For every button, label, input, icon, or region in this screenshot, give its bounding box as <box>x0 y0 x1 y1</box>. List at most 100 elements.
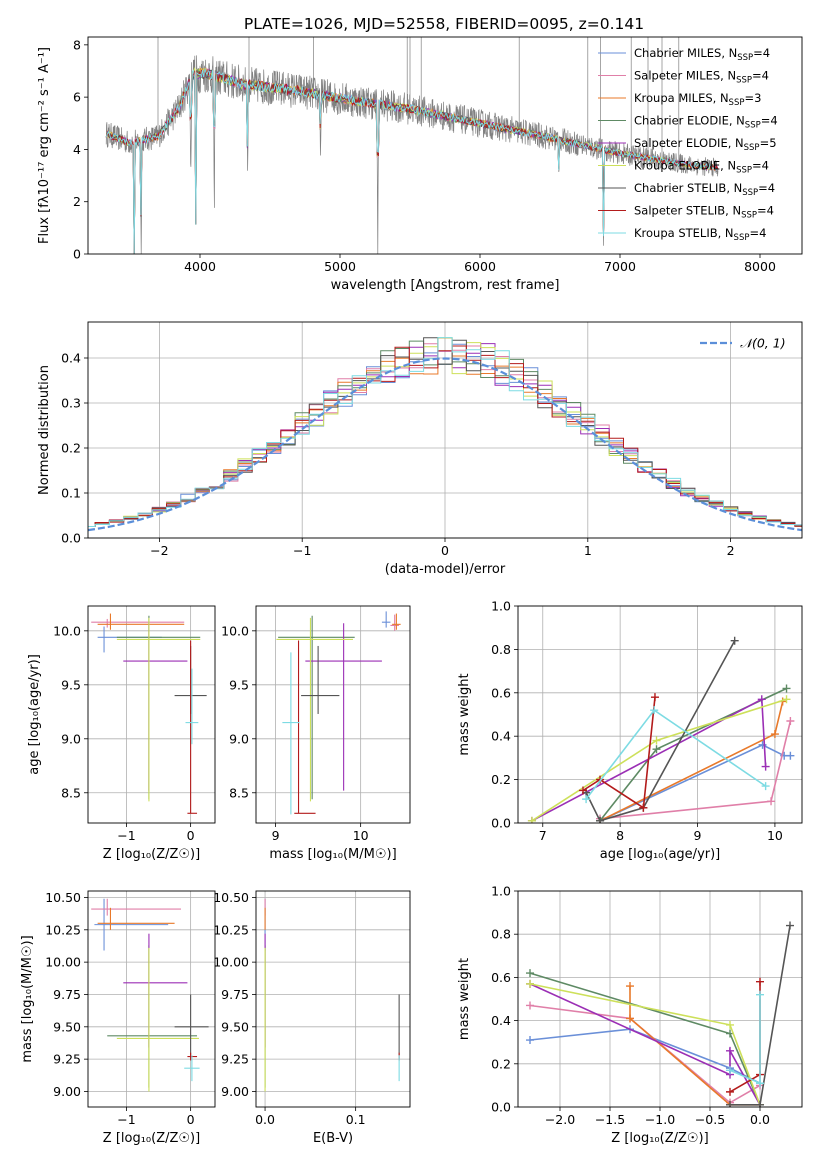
data-point-marker <box>526 1036 534 1045</box>
x-axis-label: Z [log₁₀(Z/Z☉)] <box>103 847 200 862</box>
y-tick-label: 0.4 <box>491 729 511 744</box>
x-tick-label: 0.0 <box>255 1112 275 1127</box>
x-axis-label: Z [log₁₀(Z/Z☉)] <box>103 1131 200 1146</box>
legend: Chabrier MILES, NSSP=4 Salpeter MILES, NS… <box>598 46 778 243</box>
x-tick-label: −0.5 <box>695 1112 725 1127</box>
y-tick-label: 0.2 <box>491 772 511 787</box>
axis-ticks: −1 0 9.00 9.25 9.50 9.75 10.00 10.25 10.50 <box>45 890 194 1127</box>
y-tick-label: 0.8 <box>491 642 511 657</box>
data-point-marker <box>761 782 770 791</box>
data-point-marker <box>582 795 591 804</box>
y-tick-label: 0.2 <box>61 441 81 456</box>
y-tick-label: 10.0 <box>221 623 249 638</box>
data-point-marker <box>639 803 648 812</box>
y-tick-label: 10.25 <box>45 922 81 937</box>
plot-frame <box>87 321 803 539</box>
errorbar-salpeter-miles <box>91 898 182 916</box>
panel-weight-vs-age: 7 8 9 10 0.0 0.2 0.4 0.6 0.8 1.0 age [log₁₀(age/yr… <box>457 599 803 862</box>
y-tick-label: 9.00 <box>221 1084 249 1099</box>
data-point-marker <box>726 1087 734 1096</box>
x-tick-label: 4000 <box>184 259 216 274</box>
errorbar-kroupa-stelib <box>185 668 199 745</box>
errorbar-salpeter-stelib <box>187 640 198 814</box>
data-point-marker <box>526 969 534 978</box>
y-tick-label: 10.25 <box>213 922 249 937</box>
data-point-marker <box>757 695 766 704</box>
data-point-marker <box>726 1020 734 1029</box>
y-tick-label: 0.8 <box>491 927 511 942</box>
y-tick-label: 9.75 <box>221 987 249 1002</box>
y-tick-label: 1.0 <box>491 884 511 899</box>
histogram-chabrier-stelib <box>88 337 802 527</box>
y-tick-label: 1.0 <box>491 599 511 614</box>
plot-frame <box>87 890 216 1108</box>
plot-content <box>91 898 209 1092</box>
errorbar-kroupa-elodie <box>276 617 353 802</box>
x-tick-label: 9 <box>694 828 702 843</box>
x-axis-label: (data-model)/error <box>385 562 506 577</box>
errorbar-salpeter-miles <box>91 618 185 628</box>
data-point-marker <box>761 762 770 771</box>
y-tick-label: 10.50 <box>213 890 249 905</box>
errorbar-kroupa-miles <box>97 613 185 630</box>
x-tick-label: 9 <box>272 828 280 843</box>
plot-frame <box>87 36 803 255</box>
errorbar-chabrier-miles <box>94 898 169 951</box>
errorbar-kroupa-miles <box>392 613 401 630</box>
plot-content <box>276 611 401 815</box>
legend-label-salpeter-elodie: Salpeter ELODIE, NSSP=5 <box>634 136 777 153</box>
y-tick-label: 10.0 <box>53 623 81 638</box>
data-point-marker <box>756 990 764 999</box>
plot-content <box>105 37 719 254</box>
data-point-marker <box>756 977 764 986</box>
y-tick-label: 0 <box>73 247 81 262</box>
y-axis-label: age [log₁₀(age/yr)] <box>27 654 42 775</box>
x-tick-label: 8000 <box>744 259 776 274</box>
legend-label-chabrier-elodie: Chabrier ELODIE, NSSP=4 <box>634 114 778 131</box>
x-tick-label: −2.0 <box>545 1112 575 1127</box>
errorbar-salpeter-stelib <box>294 640 316 814</box>
y-tick-label: 9.0 <box>61 731 81 746</box>
histogram-kroupa-stelib <box>88 337 802 527</box>
y-tick-label: 9.5 <box>61 677 81 692</box>
series-chabrier-stelib <box>726 921 794 1107</box>
series-kroupa-stelib <box>726 990 764 1088</box>
axis-ticks: 7 8 9 10 0.0 0.2 0.4 0.6 0.8 1.0 <box>491 599 783 844</box>
y-tick-label: 8 <box>73 37 81 52</box>
panel-age-vs-mass: 9 10 8.5 9.0 9.5 10.0 mass [log₁₀(M/M☉)] <box>221 605 411 862</box>
axis-ticks: −2.0 −1.5 −1.0 −0.5 0.0 0.0 0.2 0.4 0.6 0.8 1.0 <box>491 884 770 1128</box>
data-point-marker <box>782 684 791 693</box>
series-line <box>582 697 656 810</box>
data-point-marker <box>786 921 794 930</box>
data-point-marker <box>650 693 659 702</box>
y-axis-label: Normed distribution <box>37 365 52 495</box>
x-tick-label: 8 <box>616 828 624 843</box>
legend-label-gaussian: 𝒩(0, 1) <box>740 336 786 351</box>
panel-spectrum: 4000 5000 6000 7000 8000 0 2 4 6 8 wavelength [Ang… <box>37 36 803 293</box>
axis-ticks: 4000 5000 6000 7000 8000 0 2 4 6 8 <box>73 37 776 274</box>
plot-content <box>88 337 802 532</box>
data-point-marker <box>626 982 634 991</box>
gaussian-curve <box>88 357 802 532</box>
x-tick-label: 0 <box>187 828 195 843</box>
data-point-marker <box>770 730 779 739</box>
axis-ticks: −2 −1 0 1 2 0.0 0.1 0.2 0.3 0.4 <box>61 351 734 559</box>
y-tick-label: 10.50 <box>45 890 81 905</box>
figure-title: PLATE=1026, MJD=52558, FIBERID=0095, z=0… <box>244 15 644 33</box>
y-tick-label: 9.0 <box>229 731 249 746</box>
y-tick-label: 9.25 <box>53 1052 81 1067</box>
x-tick-label: 2 <box>727 543 735 558</box>
panel-age-vs-z: −1 0 8.5 9.0 9.5 10.0 Z [log₁₀(Z/Z☉)] age [log₁… <box>27 605 216 862</box>
x-tick-label: −1 <box>117 1112 135 1127</box>
data-point-marker <box>730 636 739 645</box>
errorbar-chabrier-stelib <box>301 645 340 714</box>
x-axis-label: mass [log₁₀(M/M☉)] <box>269 847 396 862</box>
plot-content <box>526 921 794 1107</box>
series-salpeter-stelib <box>579 693 659 812</box>
x-tick-label: 6000 <box>464 259 496 274</box>
y-tick-label: 0.0 <box>491 816 511 831</box>
errorbar-kroupa-stelib <box>282 652 300 815</box>
data-point-marker <box>726 1046 734 1055</box>
series-line <box>585 640 736 822</box>
x-axis-label: wavelength [Angstrom, rest frame] <box>331 278 560 293</box>
